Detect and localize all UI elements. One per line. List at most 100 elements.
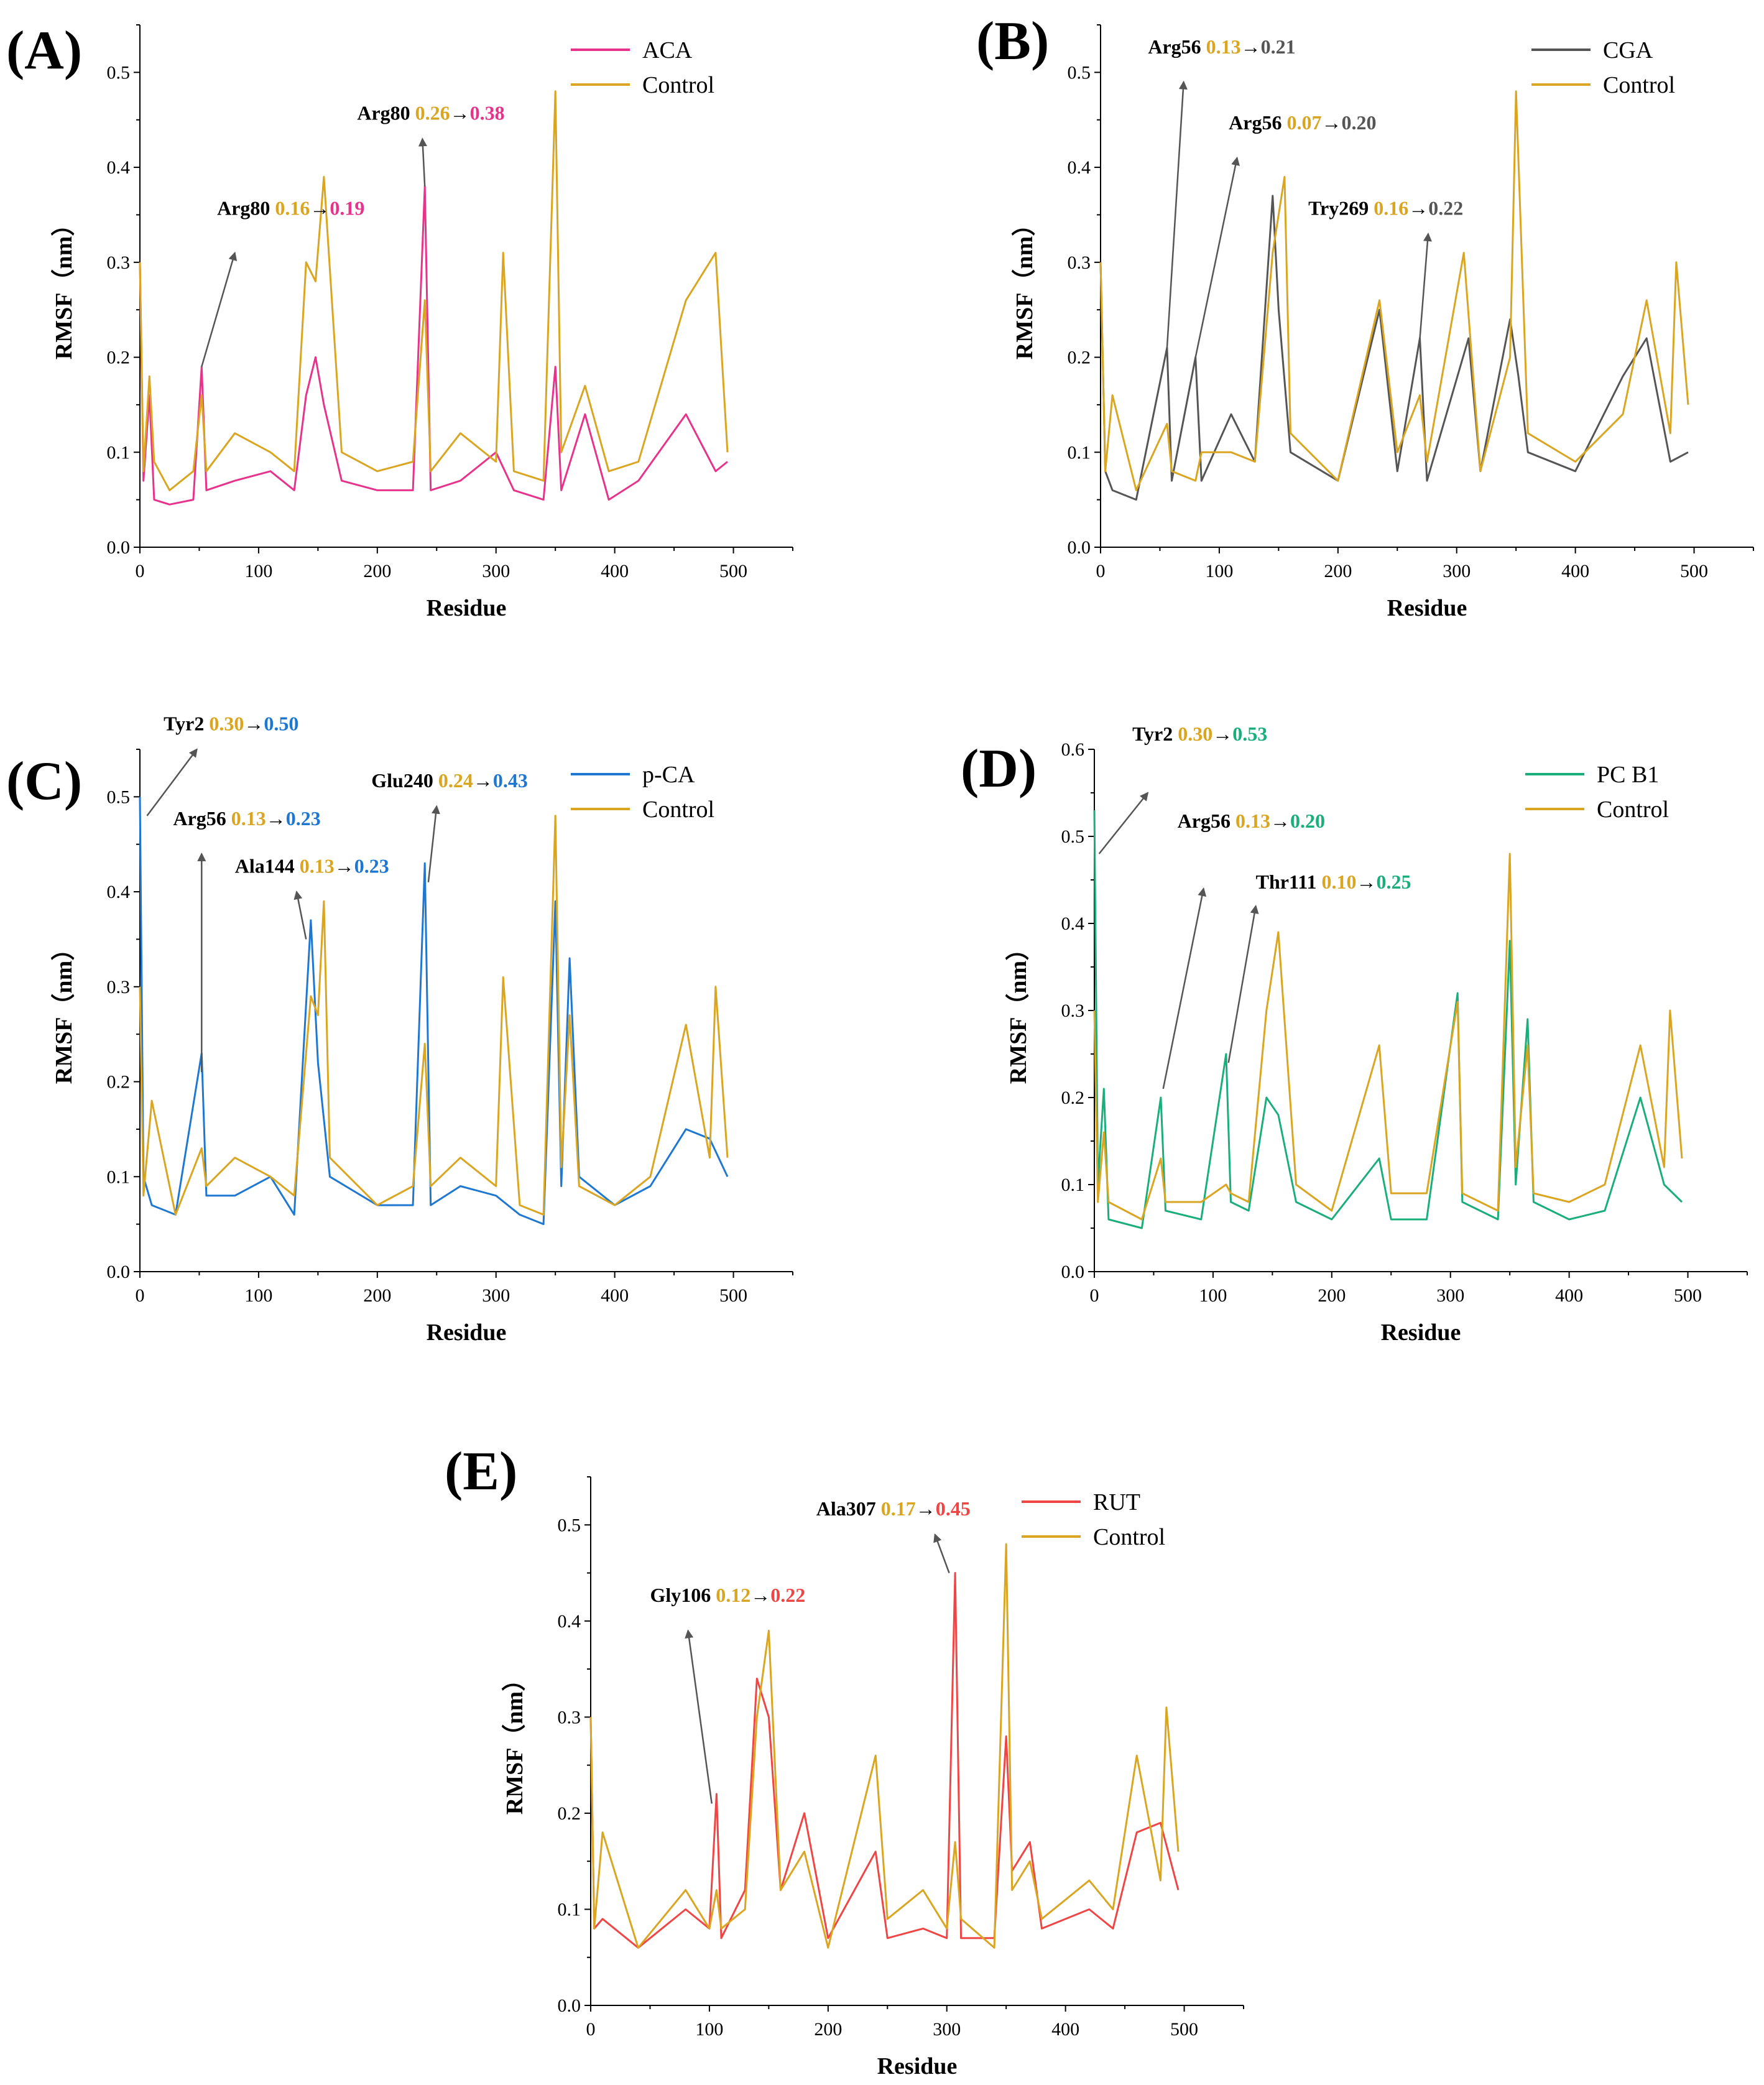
y-axis-title: RMSF（nm）: [51, 213, 77, 359]
legend-label: Control: [1603, 72, 1675, 98]
y-tick-label: 0.2: [107, 348, 131, 368]
x-tick-label: 400: [1561, 561, 1589, 581]
annotation-arrow: [293, 890, 307, 940]
series-line-pc-b1: [1093, 810, 1683, 1229]
annotation-to-value: 0.53: [1232, 723, 1267, 745]
series-line-rut: [589, 1572, 1180, 1949]
annotation-residue: Glu240: [371, 769, 438, 792]
x-tick-label: 300: [1436, 1285, 1464, 1306]
y-tick-label: 0.1: [1061, 1175, 1085, 1195]
y-tick-label: 0.0: [1068, 537, 1091, 558]
annotation-arrow-glyph: →: [1212, 723, 1232, 745]
y-tick-label: 0.1: [558, 1899, 581, 1920]
x-tick-label: 300: [482, 1285, 510, 1306]
y-axis-title: RMSF（nm）: [502, 1668, 528, 1815]
x-axis-title: Residue: [1387, 595, 1467, 621]
annotation-residue: Arg80: [217, 196, 275, 219]
annotation-residue: Tyr2: [164, 712, 209, 734]
y-tick-label: 0.4: [1068, 157, 1091, 178]
y-tick-label: 0.4: [1061, 913, 1085, 934]
annotation-from-value: 0.13: [1206, 35, 1241, 58]
panel-label: (C): [6, 751, 82, 811]
annotation-from-value: 0.24: [438, 769, 473, 792]
y-tick-label: 0.5: [107, 787, 131, 807]
annotation-arrow: [1162, 887, 1207, 1089]
y-tick-label: 0.3: [558, 1707, 581, 1727]
annotation-arrow: [1419, 233, 1432, 339]
y-tick-label: 0.1: [107, 1167, 131, 1187]
annotation-from-value: 0.26: [415, 102, 450, 124]
annotation-to-value: 0.19: [330, 196, 364, 219]
annotation-arrow-glyph: →: [450, 102, 470, 124]
y-axis-title: RMSF（nm）: [51, 937, 77, 1084]
series-line-cga: [1099, 195, 1689, 501]
y-tick-label: 0.3: [107, 977, 131, 997]
annotation-from-value: 0.13: [231, 807, 266, 830]
annotation-residue: Arg56: [1148, 35, 1206, 58]
series-line-p-ca: [139, 797, 729, 1226]
panel-e: (E) 0 100 200 300 400 500 0.0 0.1 0.2 0.3 0.4 0.5 Res…: [445, 1441, 1244, 2079]
annotation-to-value: 0.23: [354, 855, 389, 877]
x-tick-label: 200: [814, 2019, 842, 2040]
y-tick-label: 0.5: [107, 62, 131, 83]
annotation-label: Try269 0.16→0.22: [1308, 196, 1463, 219]
panel-d: (D) 0 100 200 300 400 500 0.0 0.1 0.2 0.3 0.4 0.5 0.6…: [961, 723, 1748, 1346]
annotation-to-value: 0.50: [264, 712, 298, 734]
annotation-from-value: 0.30: [1178, 723, 1212, 745]
annotation-to-value: 0.22: [1428, 196, 1463, 219]
x-tick-label: 300: [482, 561, 510, 581]
annotation-residue: Thr111: [1256, 871, 1322, 893]
annotation-label: Thr111 0.10→0.25: [1256, 871, 1411, 893]
annotation-to-value: 0.20: [1341, 111, 1376, 134]
x-tick-label: 400: [1051, 2019, 1079, 2040]
x-tick-label: 400: [1555, 1285, 1583, 1306]
annotation-arrow-glyph: →: [335, 855, 354, 877]
y-tick-label: 0.4: [107, 157, 131, 178]
series-line-control: [139, 815, 729, 1216]
annotation-label: Arg56 0.13→0.20: [1178, 810, 1325, 832]
annotation-arrow: [201, 251, 238, 368]
x-tick-label: 500: [1680, 561, 1708, 581]
annotation-from-value: 0.16: [275, 196, 310, 219]
x-tick-label: 200: [363, 561, 391, 581]
legend-label: Control: [642, 72, 714, 98]
y-tick-label: 0.6: [1061, 739, 1085, 760]
annotation-residue: Arg80: [357, 102, 415, 124]
x-tick-label: 400: [601, 1285, 629, 1306]
series-line-control: [1093, 853, 1683, 1221]
annotation-to-value: 0.45: [936, 1497, 971, 1520]
annotation-label: Gly106 0.12→0.22: [650, 1584, 805, 1606]
legend-label: Control: [1093, 1524, 1165, 1550]
y-axis-title: RMSF（nm）: [1005, 937, 1032, 1084]
y-axis-title: RMSF（nm）: [1012, 213, 1038, 359]
annotation-residue: Arg56: [1178, 810, 1235, 832]
annotation-arrow: [933, 1533, 950, 1573]
y-tick-label: 0.4: [107, 882, 131, 902]
x-tick-label: 200: [1324, 561, 1352, 581]
annotation-arrow: [1227, 905, 1259, 1063]
y-tick-label: 0.2: [1068, 348, 1091, 368]
x-axis-title: Residue: [877, 2053, 958, 2079]
annotation-arrow-glyph: →: [1321, 111, 1341, 134]
panel-label: (E): [445, 1441, 517, 1502]
annotation-arrow-glyph: →: [310, 196, 330, 219]
annotation-label: Glu240 0.24→0.43: [371, 769, 528, 792]
legend-label: CGA: [1603, 37, 1653, 63]
annotation-arrow-glyph: →: [1356, 871, 1376, 893]
panel-label: (D): [961, 739, 1037, 799]
annotation-arrow-glyph: →: [1241, 35, 1261, 58]
annotation-to-value: 0.38: [470, 102, 505, 124]
annotation-from-value: 0.13: [1235, 810, 1270, 832]
annotation-to-value: 0.43: [493, 769, 528, 792]
annotation-from-value: 0.07: [1286, 111, 1321, 134]
panel-b: (B) 0 100 200 300 400 500 0.0 0.1 0.2 0.3 0.4 0.5 Res…: [976, 11, 1754, 621]
x-tick-label: 300: [933, 2019, 961, 2040]
y-tick-label: 0.0: [1061, 1262, 1085, 1282]
x-tick-label: 100: [1199, 1285, 1227, 1306]
x-axis-title: Residue: [1381, 1320, 1461, 1346]
y-tick-label: 0.3: [107, 252, 131, 273]
annotation-to-value: 0.23: [286, 807, 321, 830]
annotation-residue: Arg56: [1229, 111, 1286, 134]
annotation-arrow-glyph: →: [1408, 196, 1428, 219]
